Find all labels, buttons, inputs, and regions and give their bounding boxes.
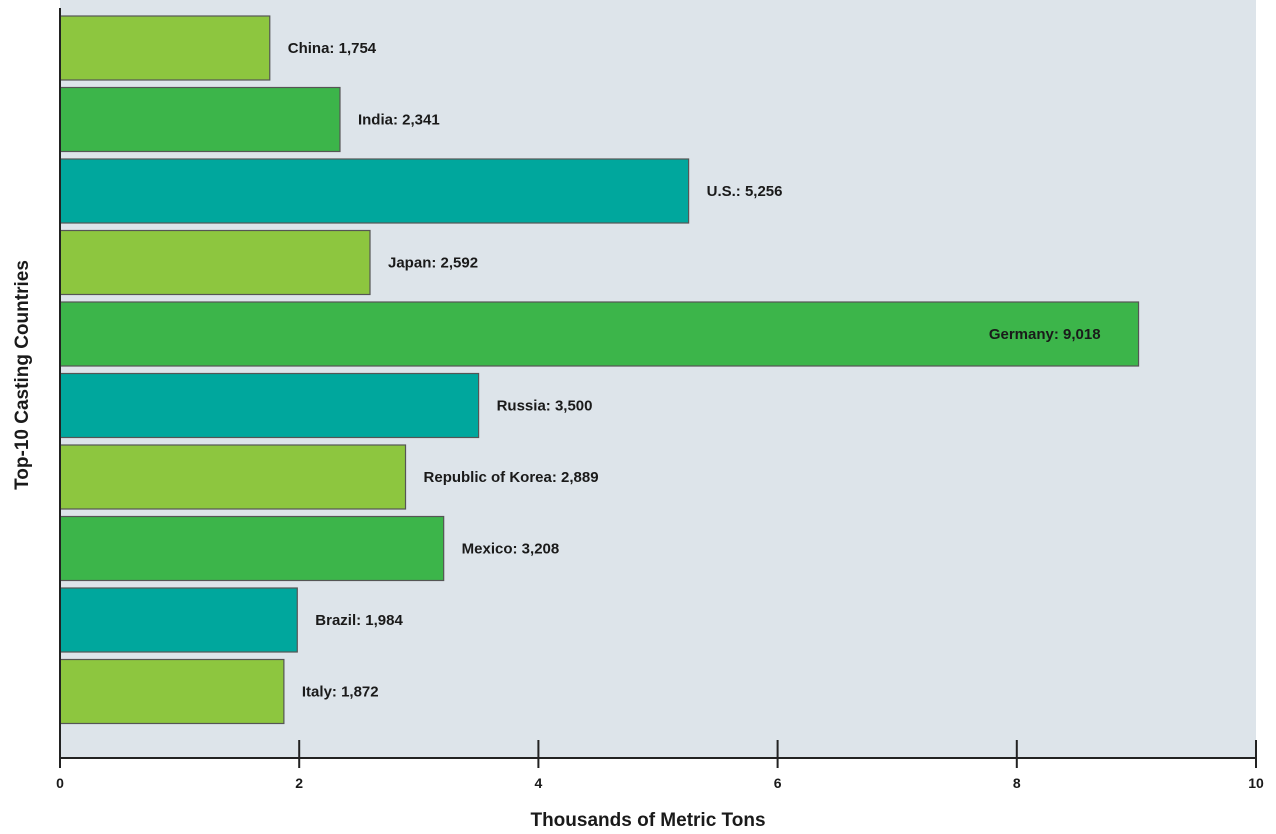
bar-italy [59, 658, 285, 725]
y-axis-title: Top-10 Casting Countries [12, 260, 33, 490]
bar-u-s [59, 158, 690, 224]
bar-republic-of-korea [59, 444, 407, 510]
x-tick-label-8: 8 [1013, 775, 1021, 791]
bar-china [59, 15, 271, 81]
x-tick-label-2: 2 [295, 775, 303, 791]
bar-brazil [59, 587, 298, 653]
bar-label-germany: Germany: 9,018 [989, 326, 1101, 343]
bar-india [59, 86, 341, 153]
x-axis: 0 2 4 6 8 10 [56, 8, 1264, 791]
x-tick-label-10: 10 [1248, 775, 1264, 791]
bar-label-italy: Italy: 1,872 [302, 684, 379, 701]
bar-label-mexico: Mexico: 3,208 [462, 541, 560, 558]
x-axis-title: Thousands of Metric Tons [530, 810, 765, 831]
bars-layer: China: 1,754 India: 2,341 U.S.: 5,256 Japan… [59, 15, 1140, 725]
bar-label-russia: Russia: 3,500 [497, 398, 593, 415]
x-tick-label-4: 4 [535, 775, 543, 791]
bar-label-china: China: 1,754 [288, 40, 377, 57]
bar-japan [59, 229, 371, 296]
bar-label-republic-of-korea: Republic of Korea: 2,889 [424, 469, 599, 486]
bar-label-japan: Japan: 2,592 [388, 255, 478, 272]
bar-germany [59, 301, 1140, 367]
bar-russia [59, 372, 480, 439]
bar-label-brazil: Brazil: 1,984 [315, 612, 403, 629]
bar-label-india: India: 2,341 [358, 112, 440, 129]
x-tick-label-6: 6 [774, 775, 782, 791]
x-tick-label-0: 0 [56, 775, 64, 791]
bar-label-u-s: U.S.: 5,256 [707, 183, 783, 200]
bar-mexico [59, 515, 445, 582]
